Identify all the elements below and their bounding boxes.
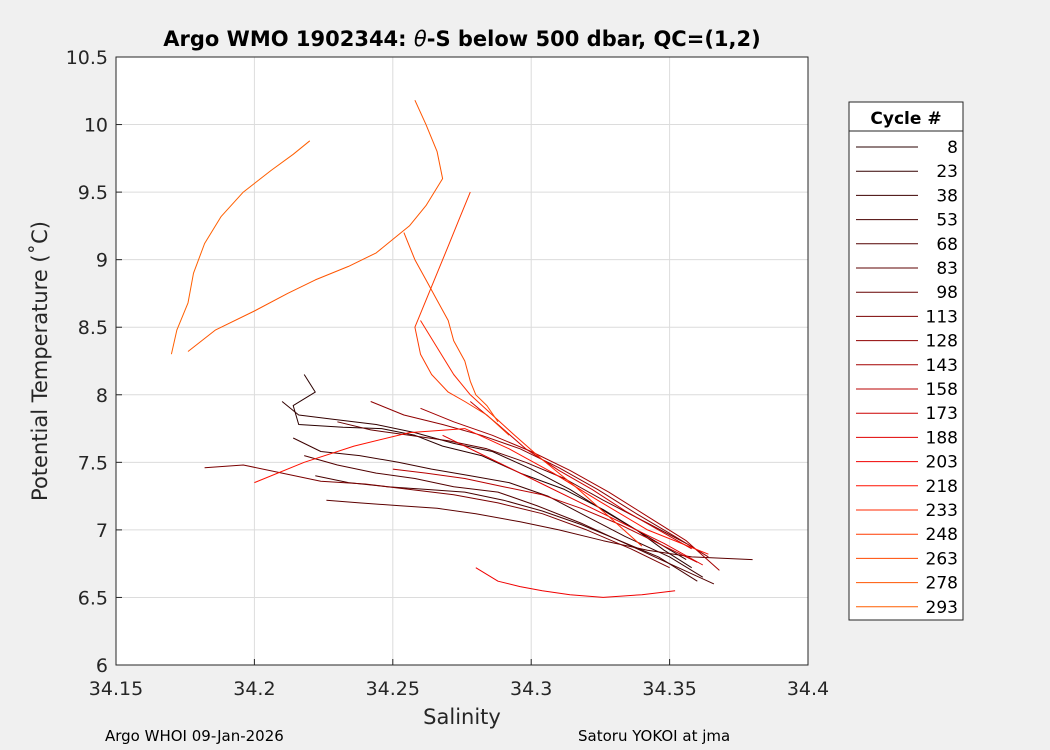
footer-left: Argo WHOI 09-Jan-2026	[105, 727, 284, 745]
y-tick-label: 7	[96, 520, 108, 542]
series-line-cycle-233	[420, 320, 643, 547]
series-line-cycle-188	[442, 434, 704, 566]
legend-items: 8 23 38 53 68 83 98 113 128 143 158 173 188 203 218 233…	[856, 138, 958, 618]
y-tick-label: 10	[84, 115, 108, 137]
legend-label: 68	[936, 235, 958, 255]
series-line-cycle-158	[392, 468, 698, 563]
x-tick-label: 34.15	[89, 678, 143, 700]
plot-frame	[115, 56, 809, 666]
x-tick-label: 34.4	[787, 678, 829, 700]
series-line-cycle-83	[326, 499, 753, 561]
legend-label: 188	[926, 428, 958, 448]
legend-label: 293	[926, 598, 958, 618]
series-line-cycle-173	[469, 401, 692, 550]
y-tick-label: 9	[96, 250, 108, 272]
legend-label: 38	[936, 186, 958, 206]
legend-label: 23	[936, 162, 958, 182]
y-tick-label: 8	[96, 385, 108, 407]
y-tick-label: 10.5	[66, 47, 108, 69]
legend-label: 248	[926, 525, 958, 545]
y-axis-label: Potential Temperature (˚C)	[28, 221, 52, 501]
legend-label: 233	[926, 501, 958, 521]
series-line-cycle-278	[187, 99, 444, 352]
series-line-cycle-38	[292, 437, 704, 578]
legend-label: 263	[926, 549, 958, 569]
y-tick-label: 6.5	[78, 587, 108, 609]
series-line-cycle-98	[337, 421, 687, 544]
chart-title: Argo WMO 1902344: θ-S below 500 dbar, QC…	[163, 27, 760, 51]
y-tick-label: 6	[96, 655, 108, 677]
series-line-cycle-248	[414, 191, 510, 436]
footer-right: Satoru YOKOI at jma	[578, 727, 730, 745]
series-line-cycle-293	[170, 140, 311, 355]
legend-label: 98	[936, 283, 958, 303]
y-tick-label: 7.5	[78, 452, 108, 474]
legend-label: 218	[926, 477, 958, 497]
series-line-cycle-143	[420, 407, 720, 571]
y-tick-label: 8.5	[78, 317, 108, 339]
legend-label: 278	[926, 574, 958, 594]
legend-label: 53	[936, 211, 958, 231]
series-line-cycle-23	[281, 401, 687, 561]
legend: Cycle # 8 23 38 53 68 83 98 113 128 143 158 173 188 2…	[848, 101, 964, 621]
y-tick-label: 9.5	[78, 182, 108, 204]
x-axis-label: Salinity	[423, 705, 501, 729]
legend-label: 8	[947, 138, 958, 158]
plot-area	[116, 57, 808, 665]
series-line-cycle-113	[204, 464, 670, 569]
legend-box	[848, 101, 964, 621]
legend-label: 143	[926, 356, 958, 376]
x-tick-label: 34.2	[233, 678, 275, 700]
series-lines	[170, 99, 753, 598]
series-line-cycle-203	[475, 567, 676, 598]
legend-label: 83	[936, 259, 958, 279]
ticks: 34.15 34.2 34.25 34.3 34.35 34.4 6 6.5 7 7.5 8 8.5 9…	[66, 47, 829, 700]
x-tick-label: 34.3	[510, 678, 552, 700]
x-tick-label: 34.35	[642, 678, 696, 700]
series-line-cycle-68	[304, 455, 715, 585]
series-line-cycle-263	[403, 232, 499, 423]
legend-label: 158	[926, 380, 958, 400]
x-tick-label: 34.25	[366, 678, 420, 700]
legend-title: Cycle #	[870, 109, 941, 129]
legend-label: 113	[926, 307, 958, 327]
series-line-cycle-218	[254, 428, 709, 555]
legend-label: 173	[926, 404, 958, 424]
legend-label: 128	[926, 332, 958, 352]
legend-label: 203	[926, 453, 958, 473]
